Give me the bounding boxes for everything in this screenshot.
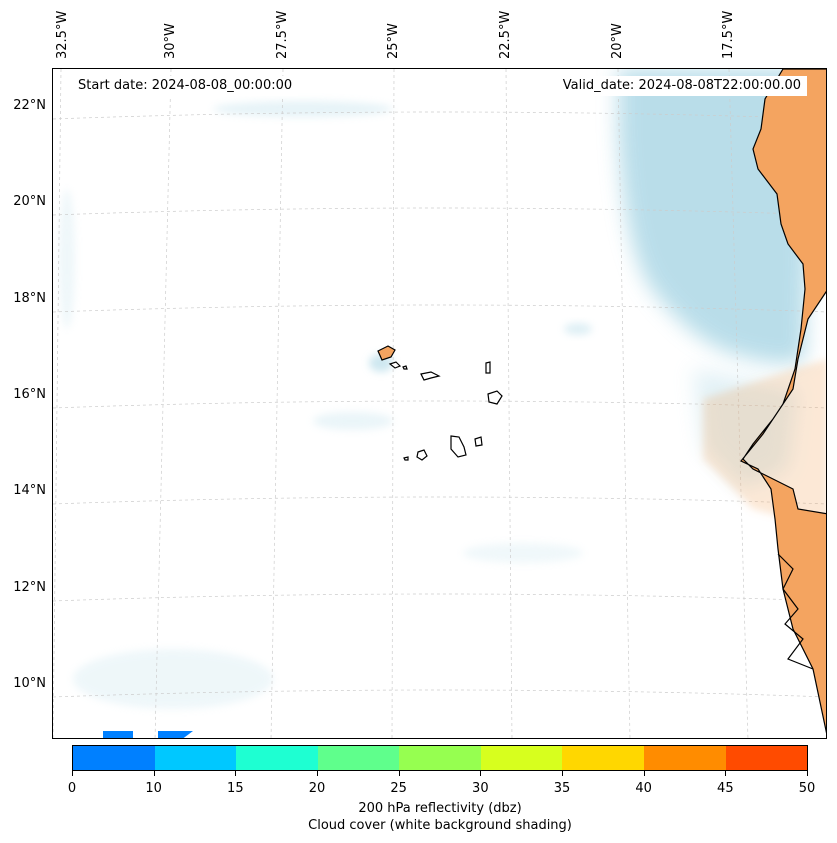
parallel-12n: [53, 593, 826, 602]
lat-label-20n: 20°N: [13, 194, 46, 209]
colorbar-tick-label: 45: [717, 781, 734, 796]
lat-label-16n: 16°N: [13, 387, 46, 402]
colorbar-tick: [235, 771, 237, 776]
colorbar-tick-label: 35: [553, 781, 571, 796]
parallel-10n: [53, 689, 826, 698]
cloud-patch-north: [213, 101, 393, 117]
cloud-patch-southwest: [73, 649, 273, 709]
colorbar-label-cloud-cover: Cloud cover (white background shading): [308, 818, 572, 833]
island-santo-antao: [377, 345, 396, 361]
meridian-22-5w: [505, 69, 513, 738]
lat-label-14n: 14°N: [13, 483, 46, 498]
colorbar-label-reflectivity: 200 hPa reflectivity (dbz): [358, 801, 522, 816]
island-brava: [403, 456, 409, 461]
parallel-14n: [53, 496, 826, 505]
colorbar-tick: [480, 771, 482, 776]
colorbar-segment-1: [154, 746, 237, 770]
colorbar-segment-8: [725, 746, 808, 770]
colorbar-tick-label: 30: [472, 781, 489, 796]
meridian-32-5w: [53, 69, 62, 738]
colorbar-tick-label: 20: [308, 781, 326, 796]
colorbar-tick-label: 0: [67, 781, 77, 796]
colorbar-tick: [398, 771, 400, 776]
island-santiago: [450, 435, 467, 458]
colorbar-tick: [643, 771, 645, 776]
cloud-cover-shading: [59, 69, 813, 709]
start-date-label: Start date: 2024-08-08_00:00:00: [72, 76, 299, 96]
lon-label-17-5w: 17.5°W: [721, 10, 736, 59]
island-maio: [474, 436, 483, 447]
meridian-27-5w: [270, 69, 284, 738]
valid-date-label: Valid_date: 2024-08-08T22:00:00.00: [556, 76, 807, 96]
meridian-20w: [617, 69, 631, 738]
colorbar-tick-label: 40: [635, 781, 652, 796]
map-panel: [52, 68, 827, 739]
southern-coastline: [777, 553, 814, 670]
cloud-patch-south: [463, 543, 583, 563]
parallel-18n: [53, 304, 826, 313]
lat-label-10n: 10°N: [13, 676, 46, 691]
colorbar-tick: [153, 771, 155, 776]
cloud-patch-east: [564, 323, 592, 335]
lon-label-22-5w: 22.5°W: [498, 10, 513, 59]
cloud-patch-west: [59, 189, 75, 329]
island-santa-luzia: [402, 365, 408, 370]
lon-label-27-5w: 27.5°W: [275, 10, 290, 59]
parallel-22n: [53, 111, 826, 120]
colorbar-tick: [72, 771, 73, 776]
map-canvas: [53, 69, 826, 738]
cloud-patch-mid: [313, 412, 393, 430]
island-fogo: [416, 449, 428, 461]
colorbar-segment-5: [480, 746, 563, 770]
meridian-17-5w: [728, 69, 749, 738]
parallel-20n: [53, 207, 826, 216]
colorbar-segment-0: [73, 746, 155, 770]
lon-label-32-5w: 32.5°W: [55, 10, 70, 59]
reflectivity-cell-1: [103, 731, 133, 738]
island-boa-vista: [487, 390, 503, 405]
lon-label-20w: 20°W: [610, 23, 625, 59]
lon-label-30w: 30°W: [163, 23, 178, 59]
colorbar-segment-7: [643, 746, 726, 770]
island-sao-nicolau: [420, 371, 441, 381]
island-sao-vicente: [388, 361, 402, 369]
colorbar-segment-2: [236, 746, 318, 770]
colorbar-tick: [725, 771, 727, 776]
cape-verde-islands: [377, 345, 503, 461]
colorbar-segment-4: [399, 746, 481, 770]
lat-label-18n: 18°N: [13, 291, 46, 306]
reflectivity-cell-2: [158, 731, 193, 738]
graticule: [53, 69, 826, 738]
colorbar-tick-label: 50: [798, 781, 816, 796]
lat-label-22n: 22°N: [13, 98, 46, 113]
colorbar-segment-3: [317, 746, 400, 770]
africa-coast-land: [740, 69, 826, 734]
meridian-30w: [154, 69, 172, 738]
lon-label-25w: 25°W: [386, 23, 401, 59]
reflectivity-cells: [103, 731, 193, 738]
island-sal: [485, 361, 491, 374]
africa-land: [703, 359, 826, 529]
parallel-16n: [53, 400, 826, 409]
colorbar-tick-label: 10: [145, 781, 162, 796]
colorbar-tick-label: 15: [227, 781, 244, 796]
colorbar: [72, 745, 808, 771]
colorbar-tick-label: 25: [390, 781, 407, 796]
lat-label-12n: 12°N: [13, 580, 46, 595]
colorbar-tick: [562, 771, 563, 776]
meridian-25w: [391, 69, 395, 738]
colorbar-tick: [317, 771, 318, 776]
colorbar-tick: [807, 771, 808, 776]
colorbar-segment-6: [562, 746, 644, 770]
